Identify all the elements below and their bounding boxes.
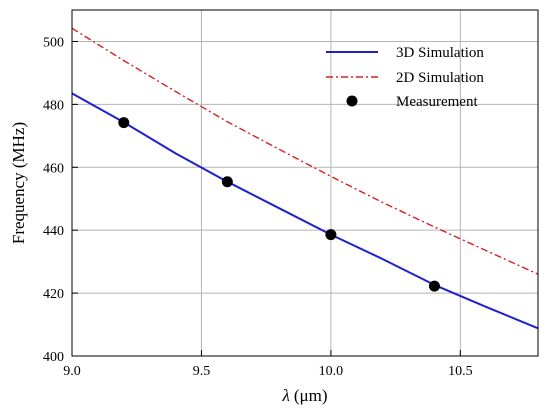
y-tick-label: 500 [43, 35, 64, 50]
legend-label-2d: 2D Simulation [396, 70, 484, 86]
x-axis-ticks: 9.0 9.5 10.0 10.5 [63, 350, 473, 379]
x-axis-symbol: λ [281, 386, 289, 405]
measurement-point [428, 280, 440, 292]
plot-area [72, 10, 538, 356]
x-axis-unit: (μm) [294, 386, 328, 405]
legend-marker-measurement [346, 95, 358, 107]
x-tick-label: 10.0 [319, 364, 344, 379]
x-tick-label: 10.5 [448, 364, 473, 379]
x-axis-title: λ (μm) [281, 386, 327, 405]
y-axis-ticks: 400 420 440 460 480 500 [43, 35, 78, 365]
series-2d-simulation-line [71, 27, 539, 275]
plot-frame [71, 9, 539, 357]
x-tick-label: 9.5 [193, 364, 211, 379]
y-axis-title: Frequency (MHz) [9, 122, 28, 244]
legend-label-measurement: Measurement [396, 94, 478, 110]
series-layer [71, 27, 539, 330]
measurement-point [221, 176, 233, 188]
y-tick-label: 400 [43, 350, 64, 365]
y-tick-label: 440 [43, 224, 64, 239]
y-tick-label: 460 [43, 161, 64, 176]
y-tick-label: 420 [43, 287, 64, 302]
series-3d-simulation-line [71, 92, 539, 330]
y-tick-label: 480 [43, 98, 64, 113]
x-tick-label: 9.0 [63, 364, 81, 379]
legend-label-3d: 3D Simulation [396, 45, 484, 61]
measurement-point [325, 229, 337, 241]
grid [71, 10, 538, 356]
legend: 3D Simulation 2D Simulation Measurement [326, 45, 484, 110]
measurement-point [118, 117, 130, 129]
